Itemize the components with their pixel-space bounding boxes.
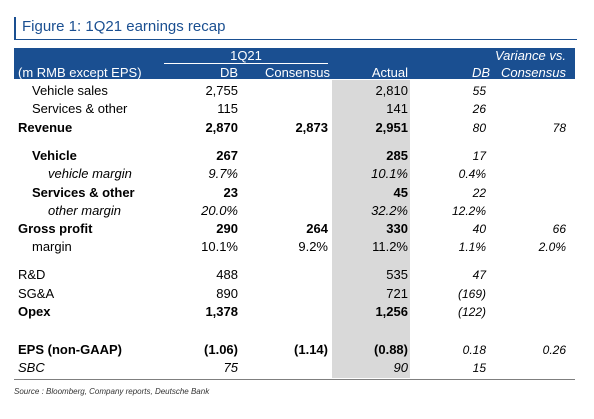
row-label: SBC	[18, 360, 45, 375]
units-header: (m RMB except EPS)	[18, 65, 142, 80]
db-column-header: DB	[219, 65, 238, 80]
actual-column-header: Actual	[371, 65, 408, 80]
row-label: margin	[32, 239, 72, 254]
db-cell: 2,755	[205, 83, 238, 98]
figure-title: Figure 1: 1Q21 earnings recap	[22, 18, 226, 35]
row-label: SG&A	[18, 286, 55, 301]
variance-db-cell: 15	[472, 361, 486, 375]
actual-cell: (0.88)	[374, 342, 408, 357]
consensus-cell: 9.2%	[298, 239, 328, 254]
row-label: EPS (non-GAAP)	[18, 342, 122, 357]
variance-db-cell: 22	[472, 186, 486, 200]
variance-db-cell: (122)	[457, 305, 486, 319]
figure-title-bar: Figure 1: 1Q21 earnings recap	[14, 17, 577, 40]
source-note: Source : Bloomberg, Company reports, Deu…	[14, 387, 210, 396]
row-label: Gross profit	[18, 221, 93, 236]
db-cell: (1.06)	[204, 342, 238, 357]
variance-db-cell: 1.1%	[458, 240, 486, 254]
row-label: R&D	[18, 267, 46, 282]
period-header: 1Q21	[230, 48, 262, 63]
variance-db-cell: 0.18	[462, 343, 486, 357]
variance-db-cell: 26	[472, 102, 486, 116]
row-label: Revenue	[18, 120, 73, 135]
db-cell: 20.0%	[201, 203, 238, 218]
actual-cell: 2,810	[375, 83, 408, 98]
db-cell: 267	[216, 148, 238, 163]
db-cell: 890	[216, 286, 238, 301]
actual-cell: 141	[386, 101, 408, 116]
row-label: vehicle margin	[48, 166, 132, 181]
consensus-column-header: Consensus	[264, 65, 330, 80]
variance-db-cell: 47	[472, 268, 486, 282]
variance-db-cell: 80	[472, 121, 486, 135]
db-cell: 9.7%	[208, 166, 238, 181]
variance-header: Variance vs.	[494, 48, 566, 63]
db-cell: 2,870	[205, 120, 238, 135]
consensus-cell: (1.14)	[294, 342, 328, 357]
db-cell: 290	[216, 221, 238, 236]
consensus-cell: 2,873	[295, 120, 328, 135]
variance-db-cell: 12.2%	[451, 204, 486, 218]
variance-db-cell: 55	[472, 84, 486, 98]
variance-consensus-cell: 78	[552, 121, 566, 135]
db-cell: 10.1%	[201, 239, 238, 254]
variance-db-cell: 17	[472, 149, 486, 163]
row-label: Vehicle	[32, 148, 77, 163]
row-label: Services & other	[32, 101, 128, 116]
actual-cell: 535	[386, 267, 408, 282]
variance-db-cell: (169)	[457, 287, 486, 301]
actual-column-shading	[332, 80, 410, 378]
row-label: Opex	[18, 304, 51, 319]
row-label: other margin	[48, 203, 121, 218]
variance-db-cell: 0.4%	[458, 167, 486, 181]
actual-cell: 90	[393, 360, 408, 375]
db-cell: 115	[217, 101, 238, 116]
db-cell: 488	[216, 267, 238, 282]
variance-consensus-cell: 2.0%	[538, 240, 566, 254]
actual-cell: 45	[393, 185, 408, 200]
row-label: Services & other	[32, 185, 135, 200]
actual-cell: 32.2%	[371, 203, 408, 218]
row-label: Vehicle sales	[32, 83, 108, 98]
actual-cell: 721	[386, 286, 408, 301]
table-bottom-rule	[14, 379, 575, 380]
actual-cell: 330	[386, 221, 408, 236]
actual-cell: 1,256	[375, 304, 408, 319]
variance-consensus-cell: 66	[552, 222, 566, 236]
db-cell: 75	[223, 360, 238, 375]
db-cell: 23	[223, 185, 238, 200]
db-cell: 1,378	[205, 304, 238, 319]
variance-consensus-cell: 0.26	[542, 343, 566, 357]
actual-cell: 285	[386, 148, 408, 163]
variance-db-header: DB	[471, 65, 490, 80]
actual-cell: 11.2%	[372, 239, 408, 254]
actual-cell: 2,951	[375, 120, 408, 135]
variance-db-cell: 40	[472, 222, 486, 236]
variance-consensus-header: Consensus	[500, 65, 566, 80]
actual-cell: 10.1%	[371, 166, 408, 181]
consensus-cell: 264	[306, 221, 328, 236]
period-underline	[164, 63, 328, 64]
